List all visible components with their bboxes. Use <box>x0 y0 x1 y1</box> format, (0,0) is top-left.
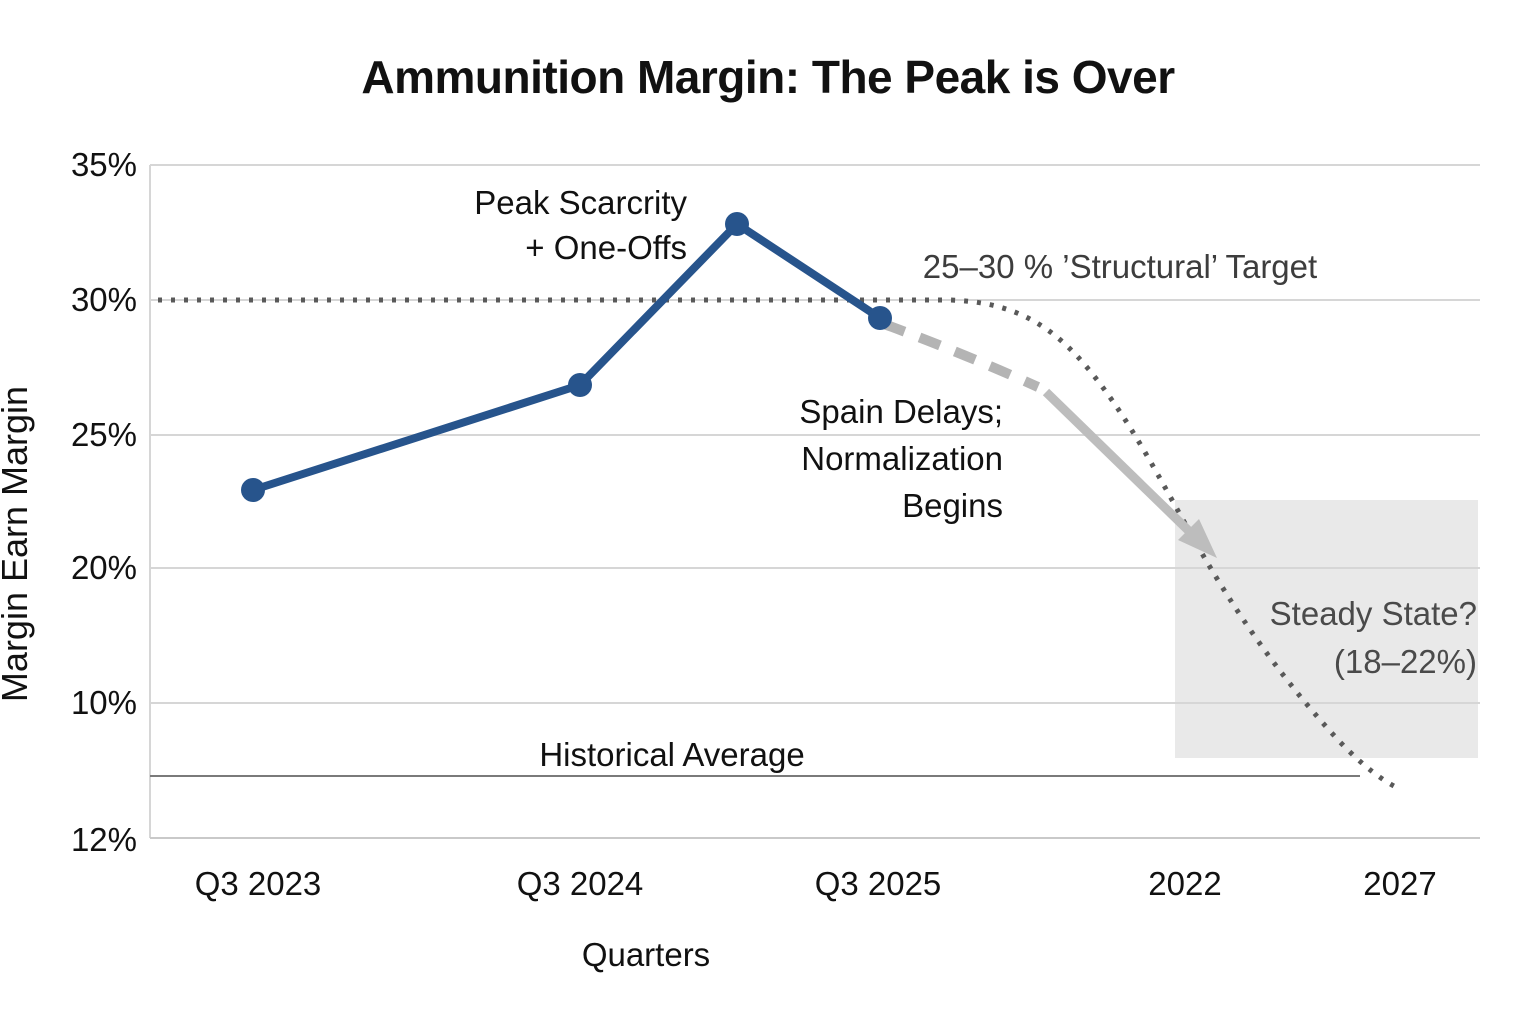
x-axis-title: Quarters <box>581 936 711 973</box>
point-q3-2023 <box>241 478 265 502</box>
x-tick-2022: 2022 <box>1148 865 1222 902</box>
point-q3-2024 <box>568 373 592 397</box>
decline-arrow-head <box>1178 519 1217 558</box>
annotation-spain-line2: Normalization <box>801 440 1003 477</box>
annotation-peak: Peak Scarcrity + One-Offs <box>337 180 687 270</box>
x-tick-q3-2023: Q3 2023 <box>194 865 322 902</box>
y-tick-25: 25% <box>70 416 137 453</box>
x-tick-q3-2024: Q3 2024 <box>516 865 644 902</box>
y-tick-12: 12% <box>70 821 137 858</box>
annotation-peak-line2: + One-Offs <box>525 229 687 266</box>
decline-arrow-shaft <box>1042 388 1196 538</box>
annotation-spain-line3: Begins <box>902 487 1003 524</box>
x-tick-q3-2025: Q3 2025 <box>814 865 942 902</box>
steady-state-region <box>1175 500 1478 758</box>
gridlines <box>149 164 1480 838</box>
chart-title: Ammunition Margin: The Peak is Over <box>361 51 1175 103</box>
y-tick-10: 10% <box>70 684 137 721</box>
y-tick-35: 35% <box>70 146 137 183</box>
point-q3-2025 <box>868 306 892 330</box>
annotation-spain-delays: Spain Delays; Normalization Begins <box>653 388 1003 529</box>
annotation-steady-state: Steady State? (18–22%) <box>1127 590 1477 686</box>
point-peak <box>725 212 749 236</box>
annotation-steady-line2: (18–22%) <box>1333 643 1477 680</box>
projection-dashed-line <box>882 319 1041 392</box>
annotation-historical-average: Historical Average <box>539 736 805 773</box>
x-tick-2027: 2027 <box>1363 865 1437 902</box>
margin-points <box>241 212 892 502</box>
annotation-spain-line1: Spain Delays; <box>799 393 1003 430</box>
annotation-peak-line1: Peak Scarcrity <box>474 184 687 221</box>
margin-line <box>249 220 884 494</box>
annotation-structural-target: 25–30 % ’Structural’ Target <box>922 248 1318 285</box>
y-tick-20: 20% <box>70 549 137 586</box>
y-tick-30: 30% <box>70 281 137 318</box>
annotation-steady-line1: Steady State? <box>1269 595 1477 632</box>
